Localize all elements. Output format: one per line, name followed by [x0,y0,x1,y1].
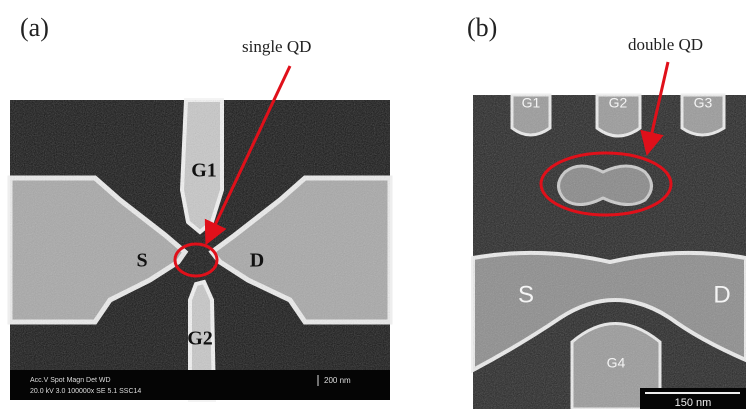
gate-label: G3 [694,95,713,111]
scale-text: 200 nm [324,376,351,385]
panel-label: (a) [20,13,49,42]
panel-label: (b) [467,13,497,42]
info-text: 20.0 kV 3.0 100000x SE 5.1 SSC14 [30,388,141,395]
sem-image: Acc.V Spot Magn Det WD 20.0 kV 3.0 10000… [10,66,390,400]
noise [10,100,390,400]
drain-label: D [713,281,730,308]
gate-label: G1 [522,95,541,111]
drain-label: D [250,250,264,272]
figure: (a) single QD Acc.V Spot Magn Det WD 20.… [0,0,746,409]
annotation: double QD [628,35,703,54]
gate-label: G2 [187,328,213,350]
gate-label: G1 [191,160,217,182]
gate-label: G2 [609,95,628,111]
scale-text: 150 nm [675,397,712,409]
source-label: S [136,250,147,272]
gate-label: G4 [607,355,626,371]
annotation: single QD [242,37,311,56]
info-text: Acc.V Spot Magn Det WD [30,377,111,384]
source-label: S [518,281,534,308]
sem-image: G1 G2 G3 G4 S D 150 nm [473,62,746,409]
